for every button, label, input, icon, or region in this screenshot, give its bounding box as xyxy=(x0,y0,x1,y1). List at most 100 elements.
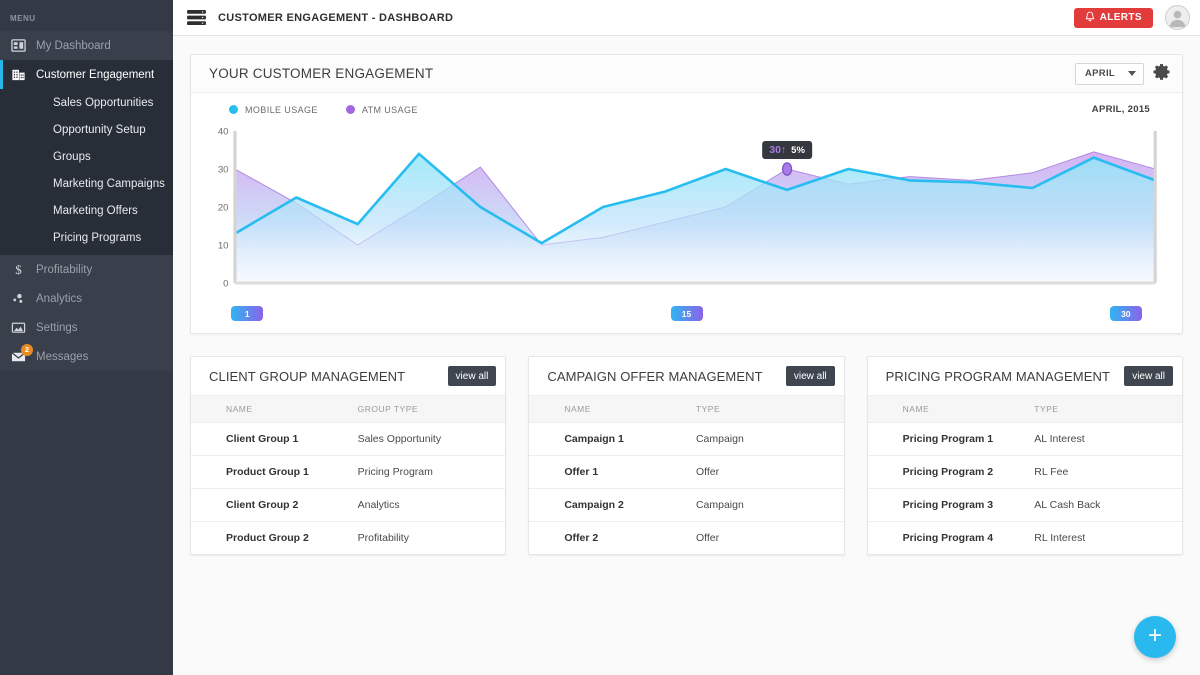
table-row[interactable]: Campaign 2 Campaign xyxy=(529,488,844,522)
y-axis-tick: 10 xyxy=(218,241,229,251)
day-range-slider[interactable]: 1 15 30 xyxy=(209,297,1164,333)
sidebar-item-label: Settings xyxy=(36,321,78,334)
server-stack-icon[interactable] xyxy=(187,9,206,26)
legend-label-mobile: MOBILE USAGE xyxy=(245,104,318,115)
column-header-name: NAME xyxy=(867,395,1035,423)
table-row[interactable]: Offer 1 Offer xyxy=(529,455,844,489)
sidebar-subitem-marketing-offers[interactable]: Marketing Offers xyxy=(53,204,138,217)
cell-type: Pricing Program xyxy=(357,455,506,489)
sidebar-subitem-groups[interactable]: Groups xyxy=(53,150,91,163)
table-row[interactable]: Product Group 1 Pricing Program xyxy=(191,455,506,489)
cell-type: Campaign xyxy=(695,422,844,456)
add-button[interactable]: + xyxy=(1134,616,1176,658)
page-title: CUSTOMER ENGAGEMENT - DASHBOARD xyxy=(218,11,454,24)
cell-name: Campaign 2 xyxy=(529,488,696,522)
area-chart-svg xyxy=(205,125,1168,283)
table-row[interactable]: Campaign 1 Campaign xyxy=(529,422,844,456)
card-table: NAME TYPE Pricing Program 1 AL Interest P… xyxy=(867,395,1182,555)
card-table: NAME TYPE Campaign 1 Campaign Offer 1 Offe… xyxy=(529,395,844,555)
legend-label-atm: ATM USAGE xyxy=(361,104,418,115)
table-row[interactable]: Client Group 2 Analytics xyxy=(191,488,506,522)
table-row[interactable]: Offer 2 Offer xyxy=(529,522,843,555)
cell-type: Profitability xyxy=(357,532,409,544)
day-pill-15[interactable]: 15 xyxy=(670,306,703,321)
svg-text:$: $ xyxy=(15,262,22,277)
column-header-type: TYPE xyxy=(695,395,844,423)
view-all-button[interactable]: view all xyxy=(447,366,497,386)
cell-name: Product Group 1 xyxy=(191,455,358,489)
sidebar-item-analytics[interactable]: Analytics xyxy=(0,284,173,313)
content: YOUR CUSTOMER ENGAGEMENT APRIL MOBILE US… xyxy=(173,36,1200,555)
sidebar-item-customer-engagement[interactable]: Customer Engagement xyxy=(0,60,173,89)
sidebar-item-messages[interactable]: 2 Messages xyxy=(0,342,173,371)
sidebar-lower-nav: $ Profitability Analytics Settings 2 Mes… xyxy=(0,255,173,371)
view-all-button[interactable]: view all xyxy=(785,366,835,386)
sidebar-item-label: My Dashboard xyxy=(36,39,111,52)
table-header-row: NAME TYPE xyxy=(529,395,844,423)
alerts-label: ALERTS xyxy=(1099,12,1142,23)
sidebar-subnav: Sales Opportunities Opportunity Setup Gr… xyxy=(0,89,173,255)
cell-type: AL Cash Back xyxy=(1034,488,1182,522)
cell-type: Analytics xyxy=(357,488,506,522)
management-cards: CLIENT GROUP MANAGEMENT view all NAME GR… xyxy=(190,356,1183,555)
gear-icon[interactable] xyxy=(1153,63,1170,85)
legend-atm-usage[interactable]: ATM USAGE xyxy=(345,104,418,115)
y-axis-tick: 30 xyxy=(218,165,229,175)
dashboard-icon xyxy=(10,38,26,54)
view-all-button[interactable]: view all xyxy=(1124,366,1173,386)
chart-legend: MOBILE USAGE ATM USAGE APRIL, 2015 xyxy=(205,104,1168,115)
cell-type: Campaign xyxy=(695,488,844,522)
avatar[interactable] xyxy=(1165,5,1190,30)
legend-mobile-usage[interactable]: MOBILE USAGE xyxy=(229,105,318,115)
sidebar-subitem-pricing-programs[interactable]: Pricing Programs xyxy=(53,231,142,244)
chevron-down-icon xyxy=(1128,71,1136,76)
building-icon xyxy=(10,67,26,83)
legend-dot-atm xyxy=(345,105,355,114)
sidebar: MENU My Dashboard Customer Engagement Sa… xyxy=(0,0,173,675)
cell-type: RL Interest xyxy=(1034,532,1086,544)
alerts-button[interactable]: ALERTS xyxy=(1073,7,1153,28)
sidebar-item-my-dashboard[interactable]: My Dashboard xyxy=(0,31,173,60)
cell-type: AL Interest xyxy=(1034,422,1182,456)
day-pill-30[interactable]: 30 xyxy=(1109,306,1142,321)
column-header-type: GROUP TYPE xyxy=(357,395,506,423)
table-row[interactable]: Pricing Program 2 RL Fee xyxy=(867,455,1182,489)
table-row[interactable]: Pricing Program 1 AL Interest xyxy=(867,422,1182,456)
chart-plot[interactable]: 0 10 20 30 40 30↑ 5% xyxy=(205,125,1168,297)
cell-type: RL Fee xyxy=(1034,455,1182,489)
top-bar: CUSTOMER ENGAGEMENT - DASHBOARD ALERTS xyxy=(173,0,1200,36)
engagement-chart-panel: YOUR CUSTOMER ENGAGEMENT APRIL MOBILE US… xyxy=(190,54,1183,334)
chart-axis-labels: 0 10 20 30 40 xyxy=(218,127,1157,288)
messages-badge: 2 xyxy=(21,343,33,356)
card-title: PRICING PROGRAM MANAGEMENT xyxy=(885,368,1110,384)
atm-usage-marker[interactable] xyxy=(781,162,793,176)
sidebar-item-profitability[interactable]: $ Profitability xyxy=(0,255,173,284)
card-title: CAMPAIGN OFFER MANAGEMENT xyxy=(547,368,763,384)
pricing-program-management-card: PRICING PROGRAM MANAGEMENT view all NAME… xyxy=(866,356,1183,555)
month-select[interactable]: APRIL xyxy=(1075,62,1144,85)
table-row[interactable]: Product Group 2 Profitability xyxy=(191,522,505,555)
cell-type: Offer xyxy=(695,455,844,489)
cell-type: Sales Opportunity xyxy=(357,422,506,456)
chart-panel-header: YOUR CUSTOMER ENGAGEMENT APRIL xyxy=(191,55,1182,93)
table-row[interactable]: Pricing Program 3 AL Cash Back xyxy=(867,488,1182,522)
card-header: PRICING PROGRAM MANAGEMENT view all xyxy=(867,357,1182,395)
table-row[interactable]: Client Group 1 Sales Opportunity xyxy=(191,422,506,456)
cell-name: Pricing Program 1 xyxy=(867,422,1035,456)
cell-name: Pricing Program 3 xyxy=(867,488,1035,522)
card-header: CLIENT GROUP MANAGEMENT view all xyxy=(191,357,506,395)
day-pill-1[interactable]: 1 xyxy=(231,306,264,321)
legend-dot-mobile xyxy=(229,105,238,114)
sidebar-item-settings[interactable]: Settings xyxy=(0,313,173,342)
sidebar-subitem-opportunity-setup[interactable]: Opportunity Setup xyxy=(53,123,146,136)
sidebar-subitem-sales-opportunities[interactable]: Sales Opportunities xyxy=(53,96,154,109)
table-row[interactable]: Pricing Program 4 RL Interest xyxy=(868,522,1182,555)
card-title: CLIENT GROUP MANAGEMENT xyxy=(209,368,406,384)
envelope-icon: 2 xyxy=(10,343,33,365)
chart-title: YOUR CUSTOMER ENGAGEMENT xyxy=(209,66,434,81)
sidebar-menu-label: MENU xyxy=(10,14,36,23)
campaign-offer-management-card: CAMPAIGN OFFER MANAGEMENT view all NAME … xyxy=(528,356,845,555)
sidebar-subitem-marketing-campaigns[interactable]: Marketing Campaigns xyxy=(53,177,165,190)
chart-date-label: APRIL, 2015 xyxy=(1091,104,1150,115)
main-area: CUSTOMER ENGAGEMENT - DASHBOARD ALERTS Y… xyxy=(173,0,1200,675)
